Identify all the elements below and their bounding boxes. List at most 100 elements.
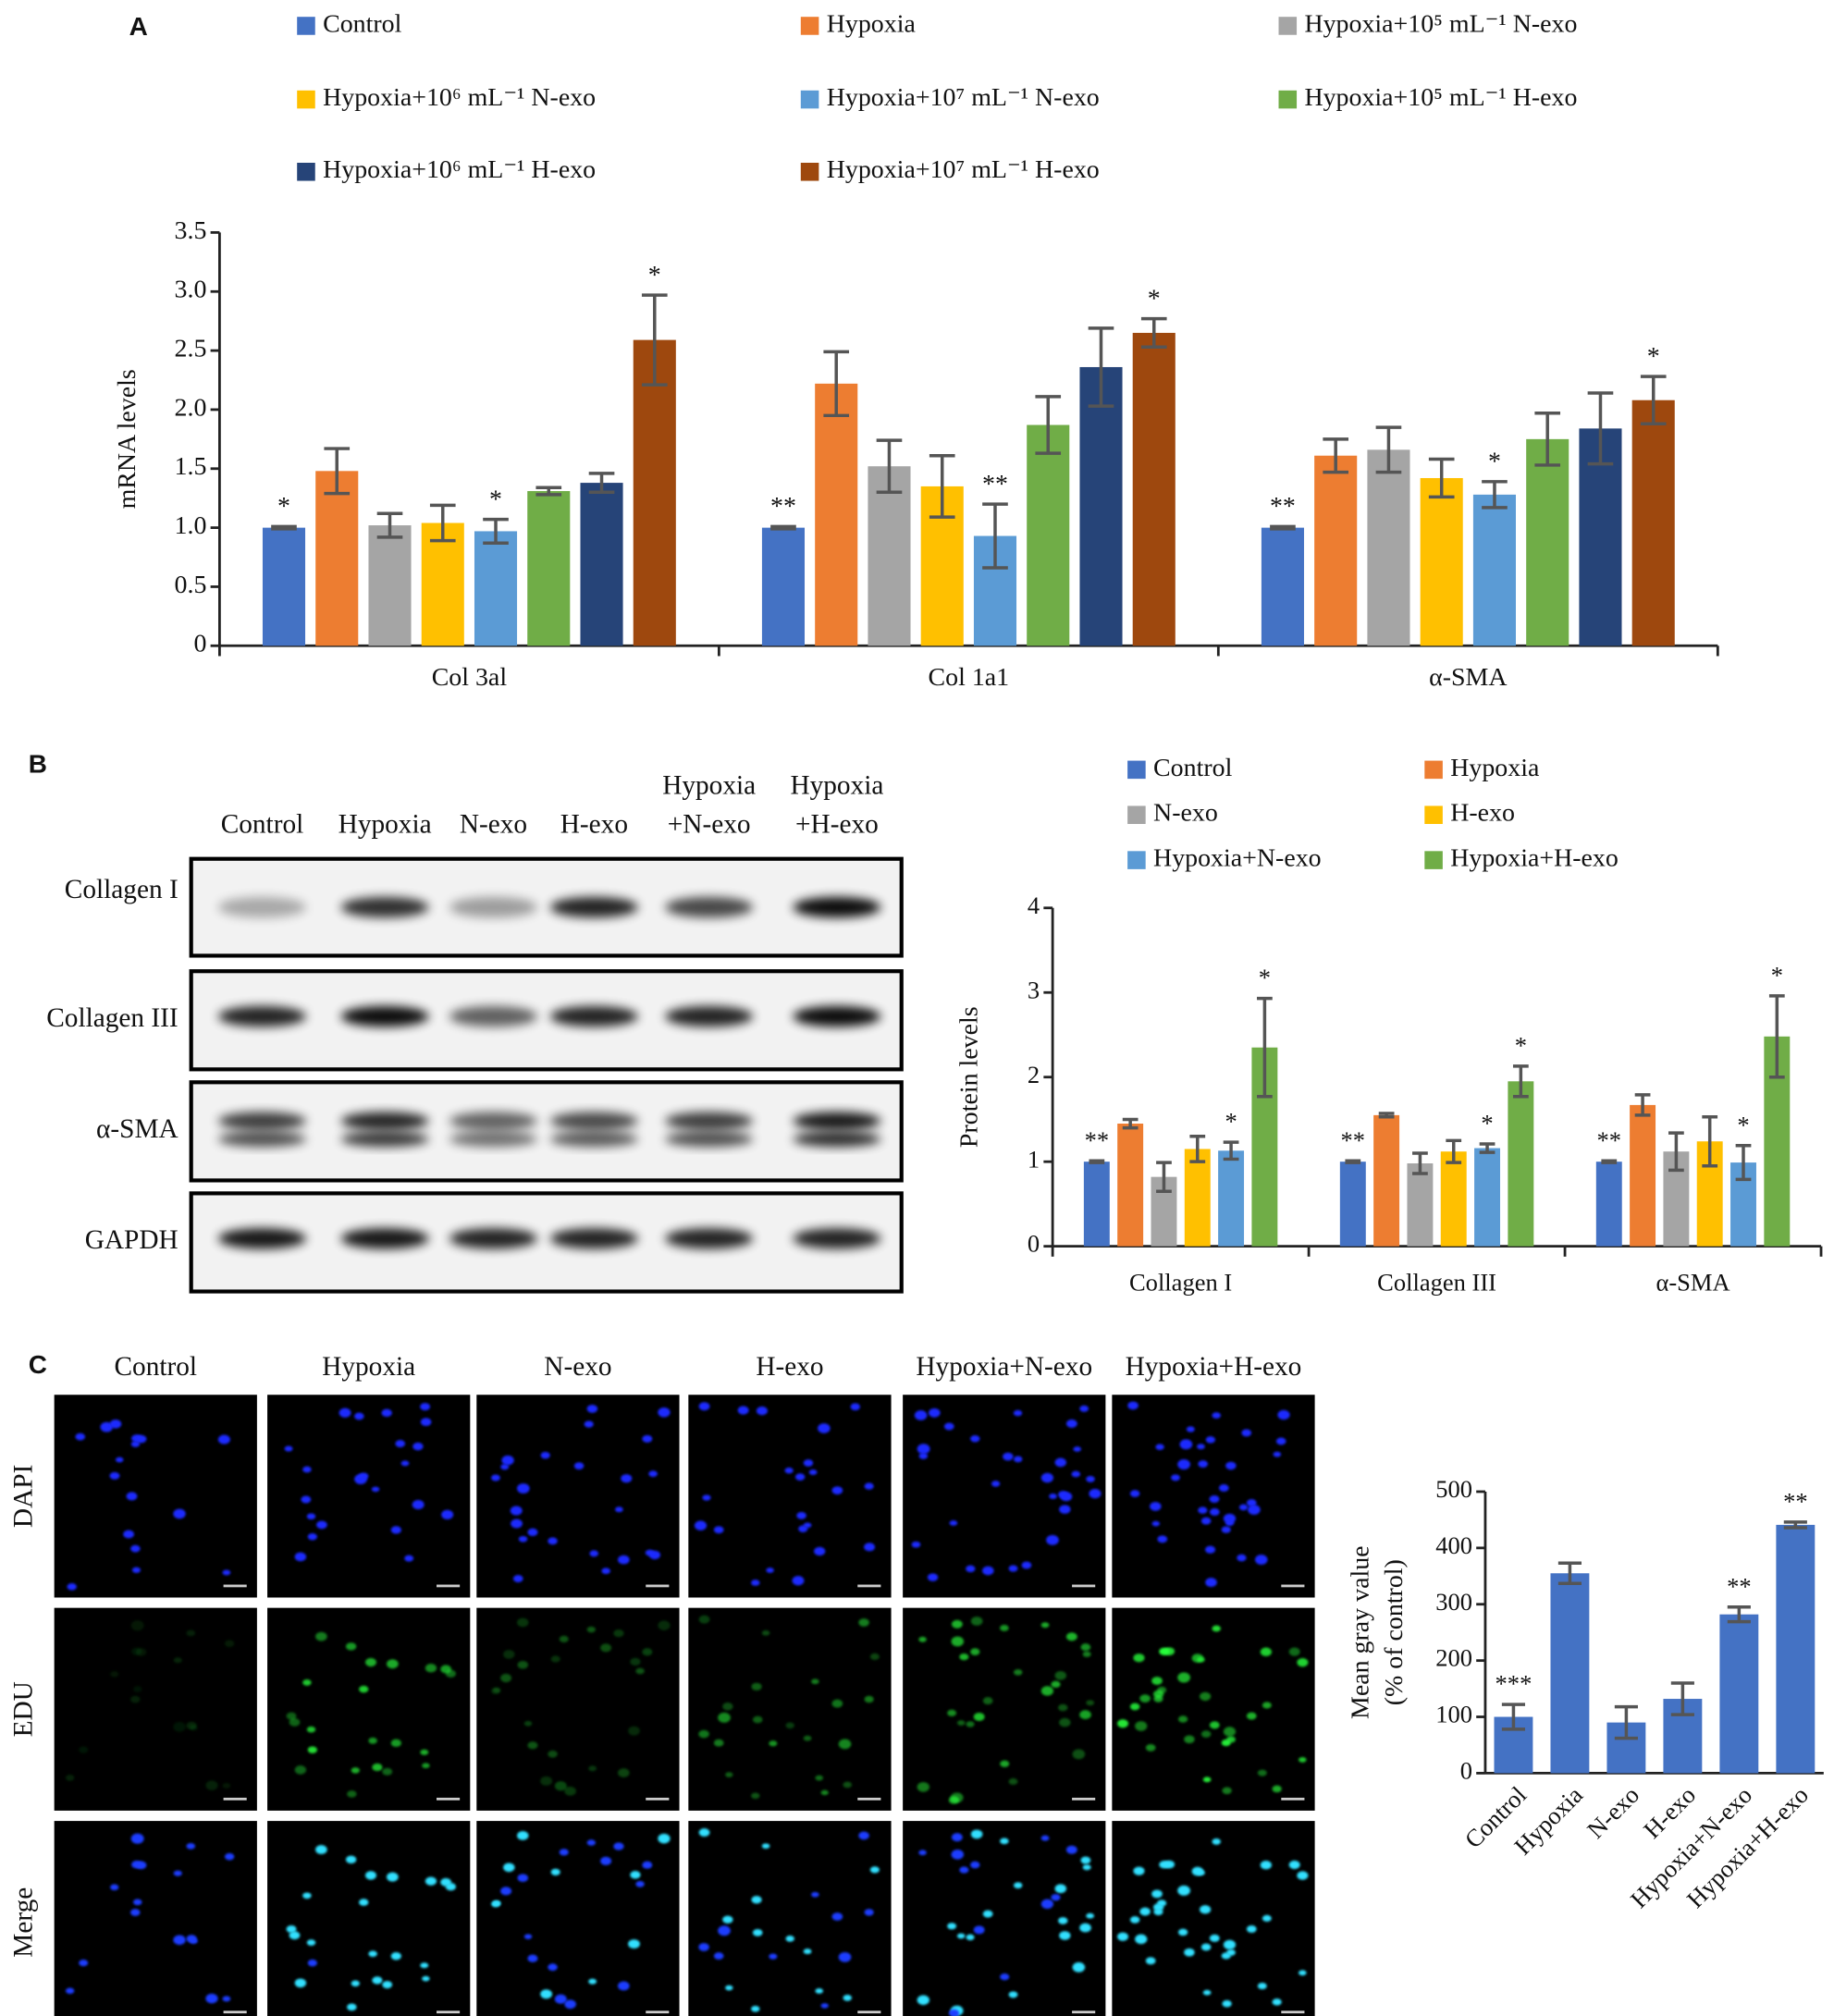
y-tick-label: 0 — [1028, 1230, 1040, 1258]
significance-label: * — [1225, 1108, 1237, 1136]
cell — [794, 1473, 806, 1481]
cell — [512, 1575, 523, 1583]
bar — [1373, 1114, 1400, 1247]
cell — [798, 1525, 808, 1532]
cell — [1000, 1838, 1009, 1845]
bar — [1440, 1151, 1467, 1247]
cell — [918, 1453, 929, 1459]
bar — [1367, 449, 1410, 646]
error-bar — [483, 517, 509, 545]
cell — [959, 1866, 969, 1874]
cell — [1155, 1444, 1164, 1451]
scale-bar — [437, 1797, 461, 1801]
blot-band — [665, 1131, 754, 1148]
cell — [1000, 1973, 1010, 1981]
cell — [1086, 1475, 1095, 1482]
cell — [315, 1845, 327, 1855]
cell — [306, 1726, 316, 1733]
cell — [947, 1709, 957, 1716]
bar — [1630, 1104, 1656, 1247]
blot-band — [218, 1005, 306, 1027]
blot-frame — [189, 1191, 904, 1294]
cell — [1145, 1743, 1156, 1752]
cell — [1013, 1409, 1023, 1417]
cell — [554, 1994, 567, 2004]
cell — [970, 1648, 980, 1655]
cell — [493, 1687, 501, 1693]
blot-column-label: +N-exo — [668, 810, 751, 840]
cell — [698, 1729, 709, 1739]
cell — [1129, 1490, 1140, 1497]
cell — [618, 1555, 630, 1565]
error-bar — [1089, 1159, 1105, 1164]
y-tick-label: 200 — [1435, 1644, 1472, 1672]
microscopy-image — [476, 1395, 680, 1598]
cell — [982, 1910, 993, 1918]
blot-band — [340, 1112, 429, 1130]
microscopy-image — [688, 1821, 892, 2016]
cell — [186, 1935, 197, 1943]
cell — [422, 1763, 430, 1769]
cell — [751, 1580, 760, 1586]
cell — [564, 1999, 576, 2010]
cell — [843, 1781, 853, 1789]
cell — [222, 1996, 231, 2002]
cell — [559, 1849, 569, 1856]
bar — [1420, 477, 1463, 646]
microscopy-image — [54, 1607, 257, 1811]
bar — [1314, 455, 1358, 646]
error-bar — [1223, 1140, 1239, 1162]
bar — [633, 339, 676, 646]
cell — [1013, 1668, 1023, 1676]
bar — [1261, 527, 1304, 646]
cell — [518, 1535, 528, 1543]
cell — [540, 1776, 553, 1786]
blot-frame — [189, 969, 904, 1072]
blot-band — [449, 1005, 537, 1027]
blot-band — [340, 896, 429, 918]
cell — [752, 1715, 763, 1724]
cell — [1177, 1928, 1188, 1936]
cell — [511, 1518, 523, 1529]
cell — [642, 1434, 653, 1443]
cell — [628, 1726, 640, 1736]
cell — [601, 1567, 611, 1575]
cell — [1082, 1864, 1091, 1871]
cell — [618, 1768, 630, 1777]
cell — [752, 1929, 763, 1936]
cell — [1288, 1860, 1300, 1870]
cell — [1275, 1437, 1286, 1445]
cell — [973, 1925, 985, 1935]
cell — [831, 1486, 843, 1495]
microscopy-image — [688, 1395, 892, 1598]
error-bar — [1735, 1144, 1752, 1182]
cell — [173, 1935, 186, 1946]
cell — [584, 1420, 594, 1428]
cell — [186, 1842, 196, 1850]
legend-label: N-exo — [1153, 799, 1218, 828]
cell — [347, 2003, 357, 2011]
panel-label: A — [129, 12, 148, 41]
blot-column-label: Hypoxia — [662, 771, 756, 801]
cell — [1226, 1736, 1236, 1743]
cell — [1080, 1643, 1091, 1652]
cell — [1171, 1474, 1180, 1481]
cell — [306, 1513, 316, 1520]
x-tick-label: Col 1a1 — [929, 663, 1010, 692]
error-bar — [1668, 1131, 1684, 1173]
y-tick-label: 2 — [1028, 1061, 1040, 1088]
significance-label: ** — [1341, 1126, 1366, 1154]
cell — [1065, 1419, 1077, 1428]
cell — [1262, 1914, 1272, 1923]
cell — [1058, 1917, 1068, 1924]
legend-swatch — [800, 17, 819, 35]
legend-swatch — [297, 163, 315, 181]
cell — [1200, 1691, 1212, 1702]
blot-band — [793, 896, 881, 918]
cell — [1051, 1680, 1061, 1689]
cell — [354, 1412, 364, 1420]
cell — [382, 1981, 393, 1989]
cell — [540, 1451, 550, 1459]
cell — [1157, 1535, 1168, 1543]
